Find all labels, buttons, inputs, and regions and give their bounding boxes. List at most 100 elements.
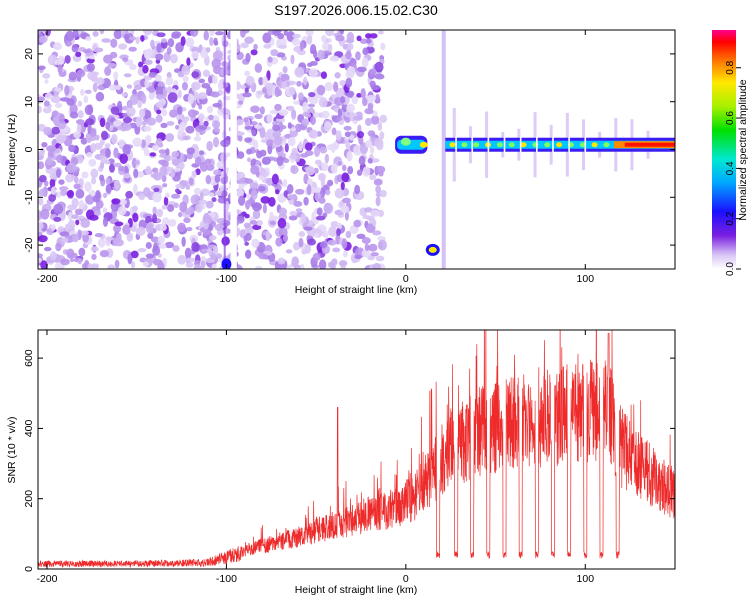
spectrogram-noise-cell — [167, 38, 175, 48]
spectrogram-noise-cell — [338, 260, 348, 267]
spectrogram-noise-cell — [286, 264, 292, 269]
spectrogram-noise-cell — [245, 75, 255, 86]
spectrogram-noise-cell — [262, 75, 268, 86]
spectrogram-noise-cell — [345, 139, 350, 150]
spectrogram-noise-cell — [113, 180, 120, 189]
spectrogram-noise-cell — [113, 71, 119, 81]
snr-x-ticks: -200 -100 0 100 — [36, 330, 594, 585]
spectrogram-noise-cell — [175, 184, 183, 189]
spectrogram-noise-cell — [80, 88, 85, 96]
spectrogram-noise-cell — [74, 208, 84, 216]
spectrogram-noise-cell — [105, 183, 112, 194]
spectrogram-noise-cell — [143, 148, 150, 157]
snr-panel: -200 -100 0 100 0 200 400 600 Height of straig… — [6, 329, 676, 596]
spectrogram-noise-cell — [173, 167, 182, 172]
spectrogram-noise-cell — [82, 233, 89, 243]
spectrogram-noise-cell — [272, 124, 281, 132]
spectrogram-noise-cell — [181, 81, 188, 91]
spectrogram-noise-cell — [244, 125, 253, 130]
spectrogram-noise-cell — [270, 49, 279, 57]
spectrogram-noise-cell — [170, 193, 181, 199]
spectrogram-noise-cell — [102, 207, 108, 214]
spectrogram-noise-cell — [217, 81, 224, 91]
spectrogram-noise-cell — [191, 242, 200, 253]
spectrogram-noise-cell — [244, 137, 253, 143]
spectrogram-noise-cell — [235, 131, 245, 136]
spectrogram-noise-cell — [97, 238, 106, 248]
spectrogram-noise-cell — [291, 147, 299, 155]
spectrogram-noise-cell — [71, 197, 79, 208]
snr-frame — [37, 329, 676, 570]
spectrogram-noise-cell — [185, 184, 191, 190]
spectrogram-noise-cell — [335, 34, 345, 42]
spectrogram-noise-cell — [370, 209, 380, 217]
spectrogram-noise-cell — [40, 260, 48, 269]
snr-x-tick-label: -200 — [36, 573, 57, 585]
spectrogram-noise-cell — [38, 253, 43, 258]
spectrogram-noise-cell — [220, 152, 227, 163]
spectrogram-noise-cell — [38, 96, 45, 102]
spectrogram-noise-cell — [323, 230, 329, 238]
spectrogram-noise-cell — [90, 246, 99, 252]
spectrogram-noise-cell — [108, 84, 118, 91]
spectrogram-noise-cell — [374, 73, 385, 80]
spectrogram-noise-cell — [141, 120, 147, 126]
spectrogram-noise-cell — [38, 257, 42, 263]
spectrogram-dark-column — [223, 30, 226, 269]
spectrogram-noise-cell — [358, 155, 366, 166]
spectrogram-noise-cell — [77, 100, 83, 107]
spectrogram-noise-cell — [71, 233, 79, 243]
spectrogram-noise-cell — [305, 30, 314, 37]
spectrogram-noise-cell — [288, 87, 296, 96]
spectrogram-noise-cell — [325, 30, 335, 37]
spectrogram-noise-cell — [300, 213, 307, 224]
spectrogram-noise-cell — [80, 218, 91, 229]
spectrogram-noise-cell — [135, 226, 146, 236]
spectrogram-noise-cell — [44, 180, 49, 187]
spectrogram-noise-cell — [358, 136, 364, 145]
spectrogram-noise-cell — [200, 260, 206, 269]
spectrogram-noise-cell — [61, 237, 69, 243]
spectrogram-noise-cell — [372, 263, 381, 269]
spectrogram-noise-cell — [334, 72, 341, 79]
spectrogram-noise-cell — [359, 38, 368, 44]
spectrogram-noise-cell — [327, 239, 337, 246]
spectrogram-noise-cell — [364, 243, 370, 252]
spectrogram-noise-cell — [166, 121, 175, 126]
spectrogram-noise-cell — [245, 200, 251, 210]
spectrogram-trace-gap — [437, 136, 439, 153]
spectrogram-trace-peak — [603, 142, 610, 148]
spectrogram-y-ticks: -20 -10 0 10 20 — [23, 48, 675, 253]
spectrogram-noise-cell — [318, 97, 328, 108]
spectrogram-noise-cell — [255, 160, 261, 166]
spectrogram-noise-cell — [144, 215, 153, 224]
spectrogram-noise-cell — [165, 77, 174, 86]
spectrogram-trace-peak — [520, 142, 527, 148]
spectrogram-noise-cell — [199, 161, 208, 172]
spectrogram-noise-cell — [316, 84, 326, 96]
spectrogram-noise-cell — [304, 112, 312, 118]
spectrogram-noise-cell — [86, 63, 95, 72]
spectrogram-noise-cell — [193, 264, 202, 269]
spectrogram-noise-cell — [241, 30, 250, 34]
spectrogram-noise-cell — [330, 220, 339, 228]
spectrogram-noise-cell — [173, 202, 179, 209]
spectrogram-noise-cell — [143, 125, 152, 132]
spectrogram-noise-cell — [289, 210, 298, 217]
spectrogram-noise-cell — [130, 261, 136, 269]
spectrogram-noise-cell — [84, 181, 92, 193]
spectrogram-noise-cell — [117, 206, 127, 216]
spectrogram-noise-cell — [275, 189, 280, 195]
spectrogram-noise-cell — [177, 128, 183, 137]
spectrogram-noise-cell — [90, 128, 97, 138]
spectrogram-column-20 — [441, 30, 446, 269]
spectrogram-noise-cell — [159, 223, 167, 232]
spectrogram-noise-cell — [341, 238, 348, 249]
spectrogram-noise-cell — [159, 166, 168, 176]
colorbar-tick-label: 0.6 — [725, 111, 736, 125]
spectrogram-noise-cell — [290, 127, 297, 132]
spectrogram-noise-cell — [187, 93, 195, 105]
spectrogram-noise-cell — [251, 202, 262, 212]
spectrogram-noise-cell — [368, 243, 378, 252]
spectrogram-noise-cell — [341, 102, 348, 113]
